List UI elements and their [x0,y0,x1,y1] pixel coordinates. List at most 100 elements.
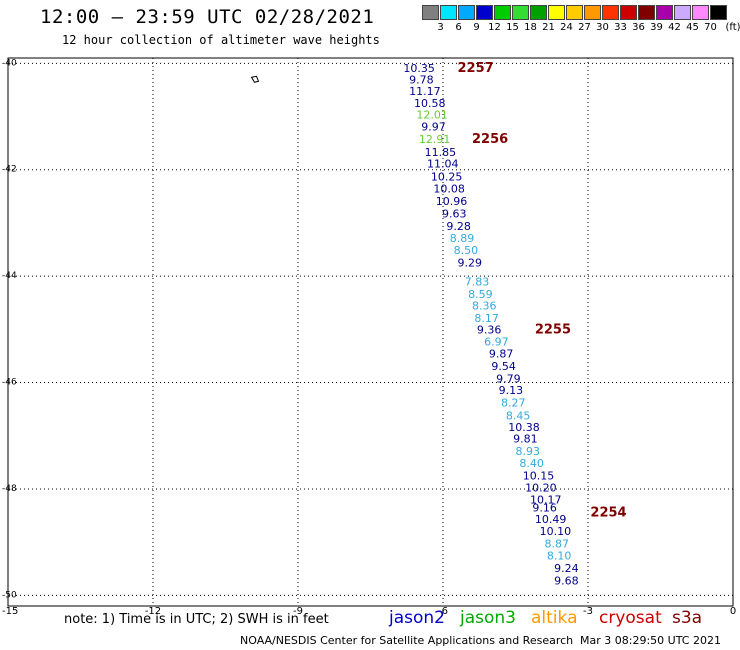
color-scale-unit: (ft) [725,22,740,33]
pass-time-label: 2254 [590,506,626,521]
latitude-tick-label: -40 [2,58,17,68]
wave-height-label: 9.24 [554,562,579,575]
color-scale-tick: 30 [596,22,609,33]
wave-height-label: 9.28 [446,220,471,233]
wave-height-label: 10.25 [431,170,463,183]
color-swatch [476,5,493,20]
color-swatch [602,5,619,20]
wave-height-label: 10.38 [508,421,540,434]
wave-height-label: 9.29 [458,257,483,270]
color-swatch [710,5,727,20]
wave-height-label: 8.10 [547,550,572,563]
wave-height-label: 12.01 [416,109,448,122]
wave-height-label: 8.45 [506,409,531,422]
longitude-tick-label: -3 [583,606,593,617]
color-swatch [692,5,709,20]
wave-height-label: 9.63 [442,208,467,221]
wave-height-label: 8.36 [472,300,497,313]
wave-height-label: 9.36 [477,324,502,337]
longitude-tick-label: -6 [438,606,448,617]
color-scale-tick: 15 [506,22,519,33]
color-swatch [548,5,565,20]
color-scale-tick: 9 [473,22,480,33]
wave-height-label: 8.50 [454,244,479,257]
color-swatch [656,5,673,20]
color-scale-tick: 3 [437,22,444,33]
wave-height-label: 9.13 [499,384,524,397]
wave-height-label: 6.97 [484,335,509,348]
wave-height-label: 8.87 [545,537,570,550]
color-swatch [422,5,439,20]
color-swatch [458,5,475,20]
color-scale-tick: 45 [686,22,699,33]
color-scale-tick: 18 [524,22,537,33]
page-title: 12:00 – 23:59 UTC 02/28/2021 [40,6,375,28]
color-swatch [494,5,511,20]
wave-height-label: 9.79 [496,373,520,386]
longitude-tick-label: 0 [730,606,736,617]
wave-height-label: 12.91 [419,133,451,146]
pass-time-label: 2255 [535,323,571,338]
latitude-tick-label: -42 [2,165,17,175]
wave-height-label: 11.85 [425,146,457,159]
wave-height-label: 9.97 [421,120,446,133]
wave-height-label: 11.17 [409,85,441,98]
color-scale-tick: 12 [488,22,501,33]
color-scale-tick: 21 [542,22,555,33]
wave-height-label: 10.15 [523,469,555,482]
wave-height-label: 8.17 [474,312,499,325]
wave-height-label: 10.96 [436,195,468,208]
wave-height-label: 10.58 [414,97,446,110]
wave-height-label: 8.27 [501,396,526,409]
wave-height-label: 10.17 [530,493,562,506]
longitude-tick-label: -12 [145,606,161,617]
latitude-tick-label: -44 [2,271,17,281]
wave-height-label: 9.54 [491,360,516,373]
latitude-tick-label: -46 [2,378,17,388]
wave-height-label: 11.04 [427,158,459,171]
color-scale-tick: 70 [704,22,717,33]
legend-item-s3a: s3a [672,608,703,628]
wave-height-label: 8.59 [468,288,493,301]
wave-height-label: 8.89 [450,232,475,245]
pass-time-label: 2256 [472,132,508,147]
wave-height-label: 10.35 [403,62,435,75]
wave-height-label: 8.40 [519,457,544,470]
latitude-tick-label: -48 [2,484,17,494]
color-scale-tick: 6 [455,22,462,33]
color-scale-tick: 36 [632,22,645,33]
wave-height-label: 9.78 [409,74,434,87]
wave-height-label: 9.87 [489,348,513,361]
color-swatch [566,5,583,20]
wave-height-label: 10.08 [433,183,465,196]
color-scale-tick: 42 [668,22,681,33]
wave-height-label: 7.83 [465,276,490,289]
legend-item-jason3: jason3 [460,608,516,628]
color-swatch [440,5,457,20]
legend-item-jason2: jason2 [389,608,445,628]
wave-height-label: 10.20 [525,482,557,495]
credit-line: NOAA/NESDIS Center for Satellite Applica… [240,634,574,647]
color-scale-tick: 39 [650,22,663,33]
corner-tick-label: -15 [2,606,18,617]
color-swatch [620,5,637,20]
color-swatch [512,5,529,20]
longitude-tick-label: -9 [293,606,303,617]
wave-height-label: 10.49 [535,513,567,526]
legend-item-cryosat: cryosat [599,608,662,628]
pass-time-label: 2257 [458,61,494,76]
units-note: note: 1) Time is in UTC; 2) SWH is in fe… [64,612,329,627]
color-swatch [674,5,691,20]
island-outline [250,75,260,83]
wave-height-label: 9.81 [513,433,538,446]
page-subtitle: 12 hour collection of altimeter wave hei… [62,33,380,47]
color-swatch [530,5,547,20]
wave-height-label: 8.93 [516,445,541,458]
map-frame [7,57,734,607]
generation-timestamp: Mar 3 08:29:50 UTC 2021 [580,634,721,647]
legend-item-altika: altika [531,608,578,628]
color-scale-tick: 24 [560,22,573,33]
color-swatch [638,5,655,20]
color-scale-tick: 27 [578,22,591,33]
